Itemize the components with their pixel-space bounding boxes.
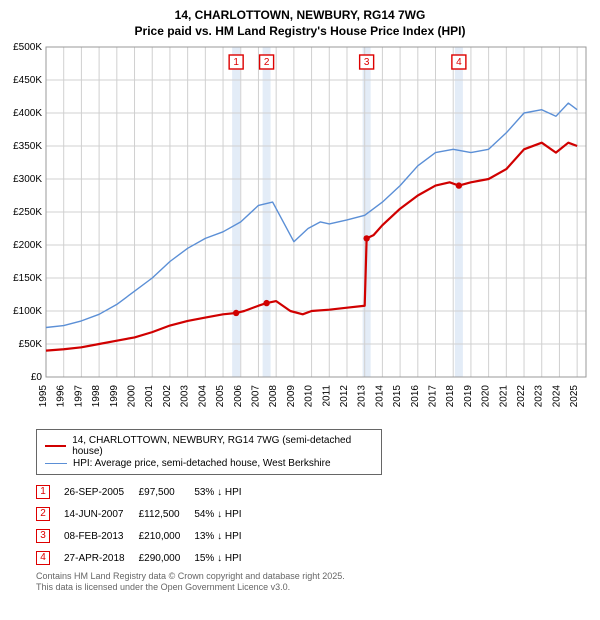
sale-marker-icon: 1: [36, 485, 50, 499]
svg-text:£250K: £250K: [13, 207, 42, 218]
svg-text:2002: 2002: [162, 385, 173, 408]
sale-marker-icon: 4: [36, 551, 50, 565]
svg-text:1996: 1996: [56, 385, 67, 408]
sale-diff: 15% ↓ HPI: [194, 547, 255, 569]
svg-text:2021: 2021: [498, 385, 509, 408]
svg-text:2022: 2022: [516, 385, 527, 408]
sale-price: £210,000: [139, 525, 195, 547]
legend-label: HPI: Average price, semi-detached house,…: [73, 458, 331, 469]
sale-diff: 54% ↓ HPI: [194, 503, 255, 525]
sale-diff: 53% ↓ HPI: [194, 481, 255, 503]
svg-text:2017: 2017: [428, 385, 439, 408]
sale-marker-icon: 2: [36, 507, 50, 521]
sale-marker-icon: 3: [36, 529, 50, 543]
legend-item: HPI: Average price, semi-detached house,…: [45, 458, 373, 469]
svg-text:2006: 2006: [233, 385, 244, 408]
svg-text:2008: 2008: [268, 385, 279, 408]
sale-date: 26-SEP-2005: [64, 481, 139, 503]
svg-text:3: 3: [364, 57, 370, 68]
svg-text:2023: 2023: [534, 385, 545, 408]
svg-text:£150K: £150K: [13, 273, 42, 284]
legend-label: 14, CHARLOTTOWN, NEWBURY, RG14 7WG (semi…: [72, 435, 373, 457]
svg-text:4: 4: [456, 57, 462, 68]
svg-text:£400K: £400K: [13, 108, 42, 119]
price-chart: £0 £50K £100K £150K £200K £250K £300K £350K £400…: [8, 43, 592, 423]
svg-text:1: 1: [233, 57, 239, 68]
svg-text:2016: 2016: [410, 385, 421, 408]
table-row: 4 27-APR-2018£290,00015% ↓ HPI: [36, 547, 256, 569]
svg-text:2007: 2007: [250, 385, 261, 408]
sale-diff: 13% ↓ HPI: [194, 525, 255, 547]
svg-text:2012: 2012: [339, 385, 350, 408]
svg-text:2003: 2003: [180, 385, 191, 408]
svg-text:£300K: £300K: [13, 174, 42, 185]
svg-text:2018: 2018: [445, 385, 456, 408]
sale-date: 14-JUN-2007: [64, 503, 139, 525]
svg-text:2009: 2009: [286, 385, 297, 408]
svg-text:2010: 2010: [304, 385, 315, 408]
footer-line1: Contains HM Land Registry data © Crown c…: [36, 571, 592, 582]
svg-text:2011: 2011: [321, 385, 332, 407]
sale-price: £97,500: [139, 481, 195, 503]
svg-text:2: 2: [264, 57, 270, 68]
legend-item: 14, CHARLOTTOWN, NEWBURY, RG14 7WG (semi…: [45, 435, 373, 457]
svg-text:£500K: £500K: [13, 43, 42, 53]
table-row: 3 08-FEB-2013£210,00013% ↓ HPI: [36, 525, 256, 547]
legend-swatch: [45, 445, 66, 448]
attribution-footer: Contains HM Land Registry data © Crown c…: [36, 571, 592, 594]
chart-title-line2: Price paid vs. HM Land Registry's House …: [8, 24, 592, 40]
svg-text:2005: 2005: [215, 385, 226, 408]
svg-text:2000: 2000: [127, 385, 138, 408]
svg-text:1998: 1998: [91, 385, 102, 408]
svg-text:1997: 1997: [73, 385, 84, 408]
svg-text:£200K: £200K: [13, 240, 42, 251]
svg-text:2024: 2024: [551, 385, 562, 408]
chart-legend: 14, CHARLOTTOWN, NEWBURY, RG14 7WG (semi…: [36, 429, 382, 475]
sale-date: 08-FEB-2013: [64, 525, 139, 547]
svg-text:£100K: £100K: [13, 306, 42, 317]
svg-text:1995: 1995: [38, 385, 49, 408]
sale-price: £112,500: [139, 503, 195, 525]
svg-text:£450K: £450K: [13, 75, 42, 86]
svg-text:2001: 2001: [144, 385, 155, 408]
legend-swatch: [45, 463, 67, 465]
svg-text:2004: 2004: [197, 385, 208, 408]
svg-text:£350K: £350K: [13, 141, 42, 152]
footer-line2: This data is licensed under the Open Gov…: [36, 582, 592, 593]
sales-table: 1 26-SEP-2005£97,50053% ↓ HPI 2 14-JUN-2007…: [36, 481, 256, 569]
svg-text:2025: 2025: [569, 385, 580, 408]
svg-text:2019: 2019: [463, 385, 474, 408]
svg-text:2013: 2013: [357, 385, 368, 408]
chart-title-line1: 14, CHARLOTTOWN, NEWBURY, RG14 7WG: [8, 8, 592, 24]
svg-text:£0: £0: [31, 372, 43, 383]
svg-text:2015: 2015: [392, 385, 403, 408]
svg-text:£50K: £50K: [19, 339, 43, 350]
svg-text:2020: 2020: [481, 385, 492, 408]
svg-text:2014: 2014: [374, 385, 385, 408]
sale-date: 27-APR-2018: [64, 547, 139, 569]
table-row: 2 14-JUN-2007£112,50054% ↓ HPI: [36, 503, 256, 525]
sale-price: £290,000: [139, 547, 195, 569]
svg-text:1999: 1999: [109, 385, 120, 408]
table-row: 1 26-SEP-2005£97,50053% ↓ HPI: [36, 481, 256, 503]
